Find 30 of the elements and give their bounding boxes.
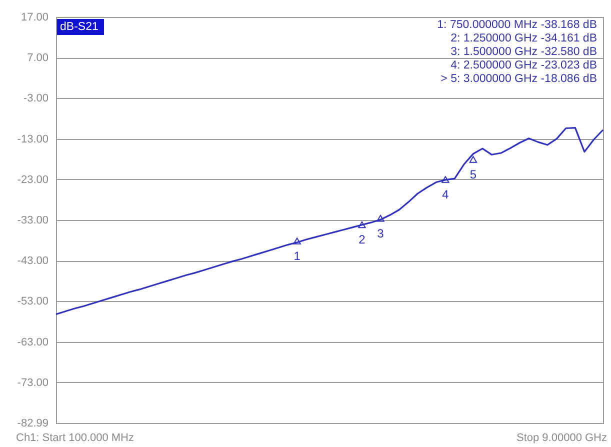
point: [469, 156, 478, 163]
y-tick-label: -23.00: [17, 174, 48, 186]
annotation: 5: [470, 167, 477, 182]
text: Ch1: Start 100.000 MHz: [16, 432, 134, 444]
y-tick-label: -53.00: [17, 296, 48, 308]
point: [376, 214, 384, 222]
y-tick-label: -43.00: [17, 255, 48, 268]
point: [442, 176, 450, 183]
y-tick-label: -63.00: [17, 336, 48, 348]
annotation: 1: [294, 249, 301, 264]
y-tick-label: 17.00: [20, 12, 48, 24]
annotation: 2: [358, 232, 366, 247]
annotation: 4: 2.500000 GHz -23.023 dB: [450, 60, 598, 72]
annotation: 3: 1.500000 GHz -32.580 dB: [450, 46, 598, 58]
y-tick-label: -33.00: [17, 214, 48, 227]
point: [293, 238, 301, 244]
annotation: dB-S21: [60, 21, 98, 33]
annotation: 2: 1.250000 GHz -34.161 dB: [450, 32, 598, 44]
text: Stop 9.00000 GHz: [516, 432, 607, 444]
annotation: > 5: 3.000000 GHz -18.086 dB: [440, 73, 598, 85]
annotation: 1: 750.000000 MHz -38.168 dB: [437, 19, 598, 31]
y-tick-label: 7.00: [27, 52, 48, 64]
line-series: [55, 127, 604, 316]
y-tick-label: -13.00: [17, 133, 48, 146]
point: [358, 221, 366, 228]
annotation: 4: [442, 188, 450, 202]
y-tick-label: -3.00: [23, 92, 48, 105]
annotation: 3: [377, 226, 384, 240]
y-tick-label: -73.00: [17, 376, 48, 389]
y-tick-label: -82.99: [17, 418, 48, 430]
